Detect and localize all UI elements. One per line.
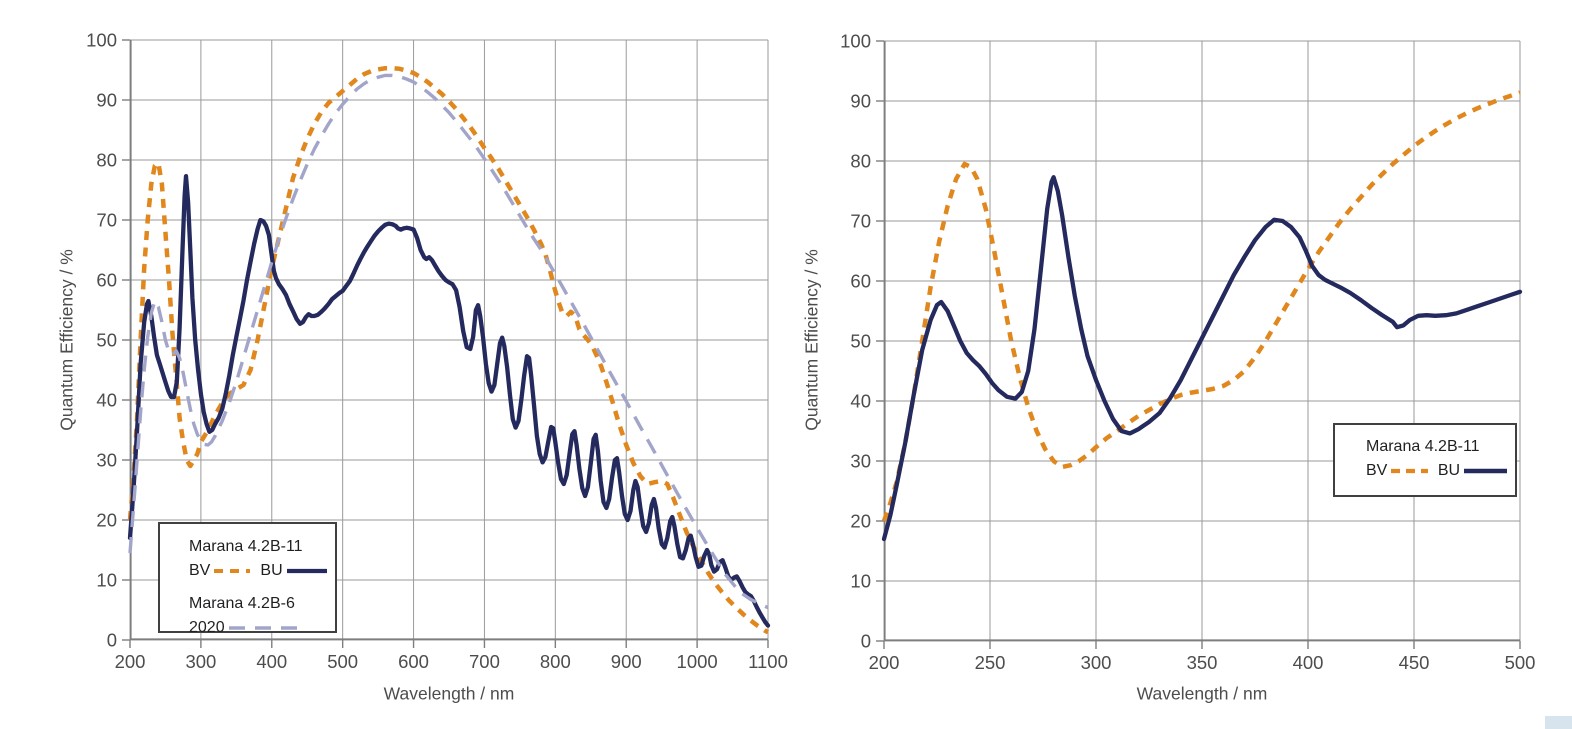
left-y-axis-label: Quantum Efficiency / %	[56, 249, 77, 431]
y-tick-label: 90	[850, 91, 871, 112]
y-tick-label: 10	[96, 570, 117, 591]
x-tick-label: 800	[540, 651, 571, 672]
m6-longdash-line-sample	[228, 626, 305, 630]
left-x-axis-label: Wavelength / nm	[383, 683, 515, 704]
series-line-marana-4-2b-11-bu	[127, 174, 771, 628]
x-tick-label: 600	[398, 651, 429, 672]
left-legend-box: Marana 4.2B-11 BV BU Marana 4.2B-6 2020	[158, 522, 337, 636]
x-tick-label: 300	[1081, 652, 1112, 673]
legend-2020-row: 2020	[189, 616, 327, 640]
m6-2020-series-label: 2020	[189, 619, 225, 636]
x-tick-label: 450	[1399, 652, 1430, 673]
series-line-marana-4-2b-11-bv	[127, 65, 770, 635]
legend-series-row: BV BU	[1366, 459, 1507, 483]
bv-series-label: BV	[1366, 462, 1388, 479]
right-legend-box: Marana 4.2B-11 BV BU	[1333, 423, 1517, 497]
y-tick-label: 70	[96, 210, 117, 231]
bv-dashed-line-sample	[214, 569, 251, 573]
bv-dashed-line-sample	[1391, 468, 1428, 474]
right-plot-area: 200 250 300 350 400 450 500 0 10 20 30 40 50 60 70 80 90…	[840, 31, 1535, 674]
y-tick-label: 20	[850, 511, 871, 532]
y-tick-label: 100	[86, 30, 117, 51]
x-tick-label: 1100	[748, 651, 788, 672]
y-tick-label: 60	[96, 270, 117, 291]
right-x-axis-label: Wavelength / nm	[1136, 683, 1268, 704]
x-tick-label: 500	[1505, 652, 1536, 673]
series-line-marana-4-2b-11-bu	[881, 175, 1523, 542]
series-line-marana-4-2b-6-2020	[128, 73, 769, 610]
x-tick-label: 300	[185, 651, 216, 672]
x-tick-label: 200	[869, 652, 900, 673]
x-tick-label: 1000	[677, 651, 718, 672]
right-y-axis-label: Quantum Efficiency / %	[801, 249, 822, 431]
bu-solid-line-sample	[286, 568, 327, 574]
x-tick-label: 400	[256, 651, 287, 672]
y-tick-label: 40	[850, 391, 871, 412]
x-tick-label: 900	[611, 651, 642, 672]
y-tick-label: 90	[96, 90, 117, 111]
y-tick-label: 30	[850, 451, 871, 472]
legend-series-row: BV BU	[189, 559, 327, 583]
y-tick-label: 80	[96, 150, 117, 171]
y-tick-label: 70	[850, 211, 871, 232]
legend-title: Marana 4.2B-11	[1366, 438, 1480, 455]
bu-solid-line-sample	[1464, 468, 1507, 474]
y-tick-label: 10	[850, 571, 871, 592]
x-tick-label: 350	[1187, 652, 1218, 673]
x-tick-label: 200	[115, 651, 146, 672]
y-tick-label: 50	[96, 330, 117, 351]
y-tick-label: 0	[861, 631, 871, 652]
y-tick-label: 60	[850, 271, 871, 292]
y-tick-label: 20	[96, 510, 117, 531]
legend-group1-title: Marana 4.2B-11	[189, 538, 303, 555]
bv-series-label: BV	[189, 562, 211, 579]
x-tick-label: 400	[1293, 652, 1324, 673]
x-tick-label: 500	[327, 651, 358, 672]
x-tick-label: 700	[469, 651, 500, 672]
y-tick-label: 80	[850, 151, 871, 172]
x-tick-label: 250	[975, 652, 1006, 673]
y-tick-label: 100	[840, 31, 871, 52]
y-tick-label: 40	[96, 390, 117, 411]
bu-series-label: BU	[1437, 462, 1461, 479]
bu-series-label: BU	[260, 562, 283, 579]
y-tick-label: 30	[96, 450, 117, 471]
chart-svg: 200 250 300 350 400 450 500 0 10 20 30 40 50 60 70 80 90…	[840, 31, 1535, 674]
y-tick-label: 50	[850, 331, 871, 352]
legend-group2-title: Marana 4.2B-6	[189, 595, 295, 612]
page-corner-accent	[1545, 716, 1572, 729]
y-tick-label: 0	[107, 630, 117, 651]
